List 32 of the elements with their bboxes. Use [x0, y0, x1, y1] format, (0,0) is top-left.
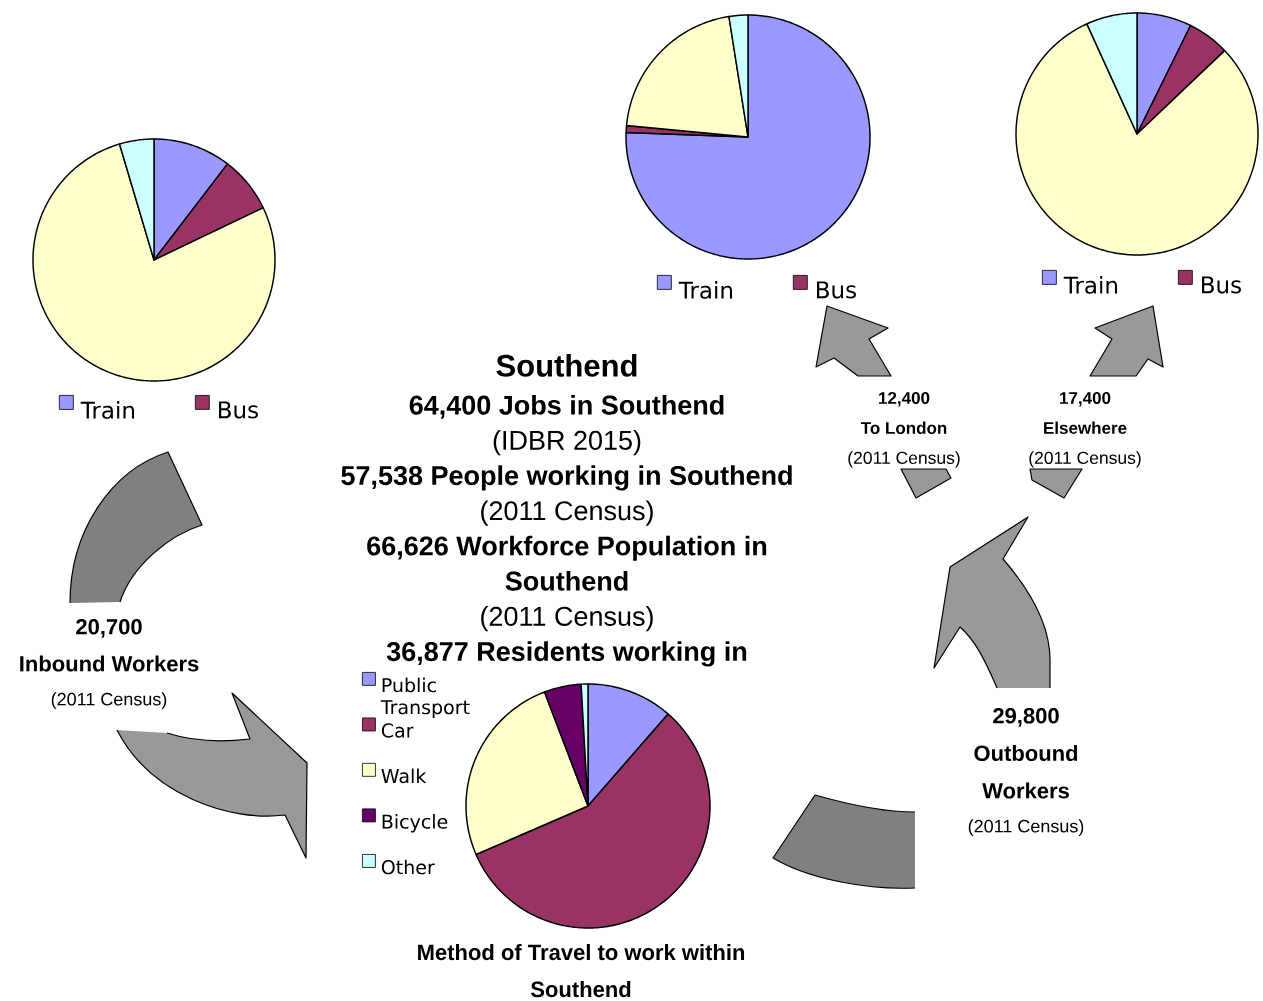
- legend-label: Train: [80, 401, 135, 419]
- legend-label: Bus: [219, 401, 258, 419]
- text: Method of Travel to work within Southend: [418, 944, 745, 998]
- legend-label: Train: [678, 281, 733, 299]
- text: 20,700: [76, 618, 142, 638]
- legend-label: Bicycle: [382, 814, 448, 833]
- text: 36,877 Residents working in: [386, 641, 747, 667]
- legend-label: Walk: [381, 768, 427, 784]
- text: (2011 Census): [481, 606, 653, 632]
- text: 66,626 Workforce Population in Southend: [367, 535, 767, 591]
- text: (2011 Census): [848, 451, 960, 468]
- text: 57,538 People working in Southend: [341, 465, 792, 491]
- legend-label: Train: [1063, 276, 1118, 294]
- text: Inbound Workers: [20, 655, 199, 672]
- text: Outbound Workers: [974, 744, 1078, 799]
- legend-label: Bus: [1202, 276, 1241, 294]
- text: (2011 Census): [481, 500, 653, 526]
- legend-label: Car: [381, 723, 414, 738]
- text: To London: [860, 421, 947, 435]
- legend-label: Other: [381, 859, 435, 875]
- legend-label: Public Transport: [380, 677, 470, 718]
- text: (2011 Census): [968, 819, 1084, 837]
- text: Southend: [496, 354, 637, 377]
- text: (2011 Census): [51, 692, 167, 710]
- text: 12,400: [879, 391, 930, 407]
- legend-label: Bus: [816, 281, 856, 299]
- text: (2011 Census): [1029, 451, 1141, 468]
- text: 29,800: [993, 707, 1059, 727]
- text: 64,400 Jobs in Southend: [409, 394, 724, 419]
- text: (IDBR 2015): [493, 430, 641, 456]
- text: 17,400: [1060, 391, 1111, 407]
- text: Elsewhere: [1044, 421, 1127, 435]
